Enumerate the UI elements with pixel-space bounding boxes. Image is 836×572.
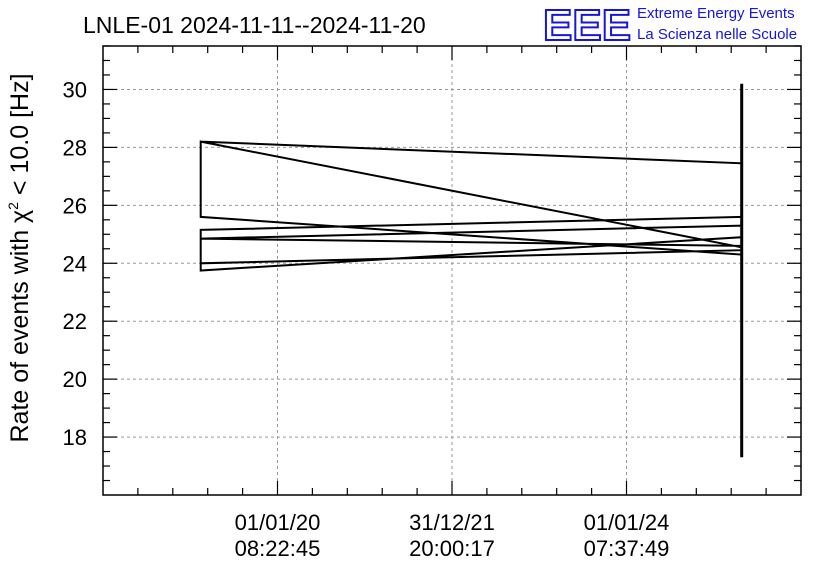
- eee-logo: EEE Extreme Energy Events La Scienza nel…: [542, 0, 797, 51]
- y-axis-label: Rate of events with χ2 < 10.0 [Hz]: [5, 73, 34, 442]
- chart-title: LNLE-01 2024-11-11--2024-11-20: [83, 12, 426, 38]
- x-tick-time: 08:22:45: [235, 536, 321, 561]
- y-tick-label: 22: [63, 309, 87, 334]
- logo-line-1: Extreme Energy Events: [637, 5, 795, 22]
- x-tick-time: 07:37:49: [584, 536, 670, 561]
- x-tick-date: 31/12/21: [409, 510, 495, 535]
- y-tick-label: 24: [63, 251, 87, 276]
- series-line: [199, 140, 743, 272]
- eee-logo-mark: EEE: [543, 1, 631, 50]
- y-tick-label: 26: [63, 193, 87, 218]
- series-lines: [199, 83, 744, 458]
- y-tick-label: 30: [63, 77, 87, 102]
- y-tick-label: 18: [63, 425, 87, 450]
- axes: [102, 45, 802, 496]
- y-tick-label: 28: [63, 135, 87, 160]
- x-tick-time: 20:00:17: [409, 536, 495, 561]
- y-tick-label: 20: [63, 367, 87, 392]
- logo-line-2: La Scienza nelle Scuole: [637, 26, 797, 43]
- x-tick-date: 01/01/20: [235, 510, 321, 535]
- x-tick-date: 01/01/24: [584, 510, 670, 535]
